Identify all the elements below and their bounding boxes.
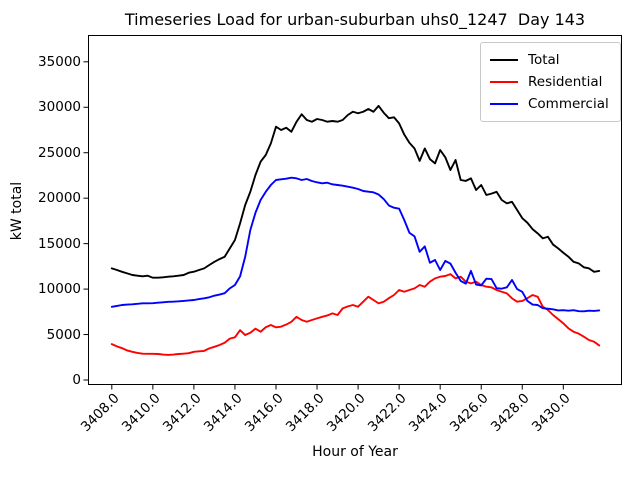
legend-item-residential: Residential xyxy=(490,71,612,93)
series-line-residential xyxy=(110,273,601,356)
legend-item-commercial: Commercial xyxy=(490,93,612,115)
y-tick-label: 0 xyxy=(72,372,81,388)
series-line-total xyxy=(110,104,601,279)
series-line-commercial xyxy=(110,176,601,313)
y-tick-label: 5000 xyxy=(46,326,81,343)
y-tick-label: 35000 xyxy=(38,53,81,70)
legend-line-sample-residential xyxy=(490,81,518,83)
legend-label-total: Total xyxy=(528,52,560,68)
legend: Total Residential Commercial xyxy=(480,42,621,122)
y-tick-label: 10000 xyxy=(38,281,81,298)
x-axis-label: Hour of Year xyxy=(312,444,398,460)
y-axis-label: kW total xyxy=(9,181,25,241)
legend-line-sample-commercial xyxy=(490,103,518,105)
y-tick-label: 15000 xyxy=(38,235,81,252)
legend-line-sample-total xyxy=(490,59,518,61)
legend-item-total: Total xyxy=(490,49,612,71)
y-tick-label: 20000 xyxy=(38,190,81,207)
y-tick-label: 30000 xyxy=(38,99,81,116)
y-tick-label: 25000 xyxy=(38,144,81,161)
chart-title: Timeseries Load for urban-suburban uhs0_… xyxy=(124,10,586,29)
legend-label-residential: Residential xyxy=(528,74,603,90)
axes-frame xyxy=(88,35,622,385)
legend-label-commercial: Commercial xyxy=(528,96,609,112)
